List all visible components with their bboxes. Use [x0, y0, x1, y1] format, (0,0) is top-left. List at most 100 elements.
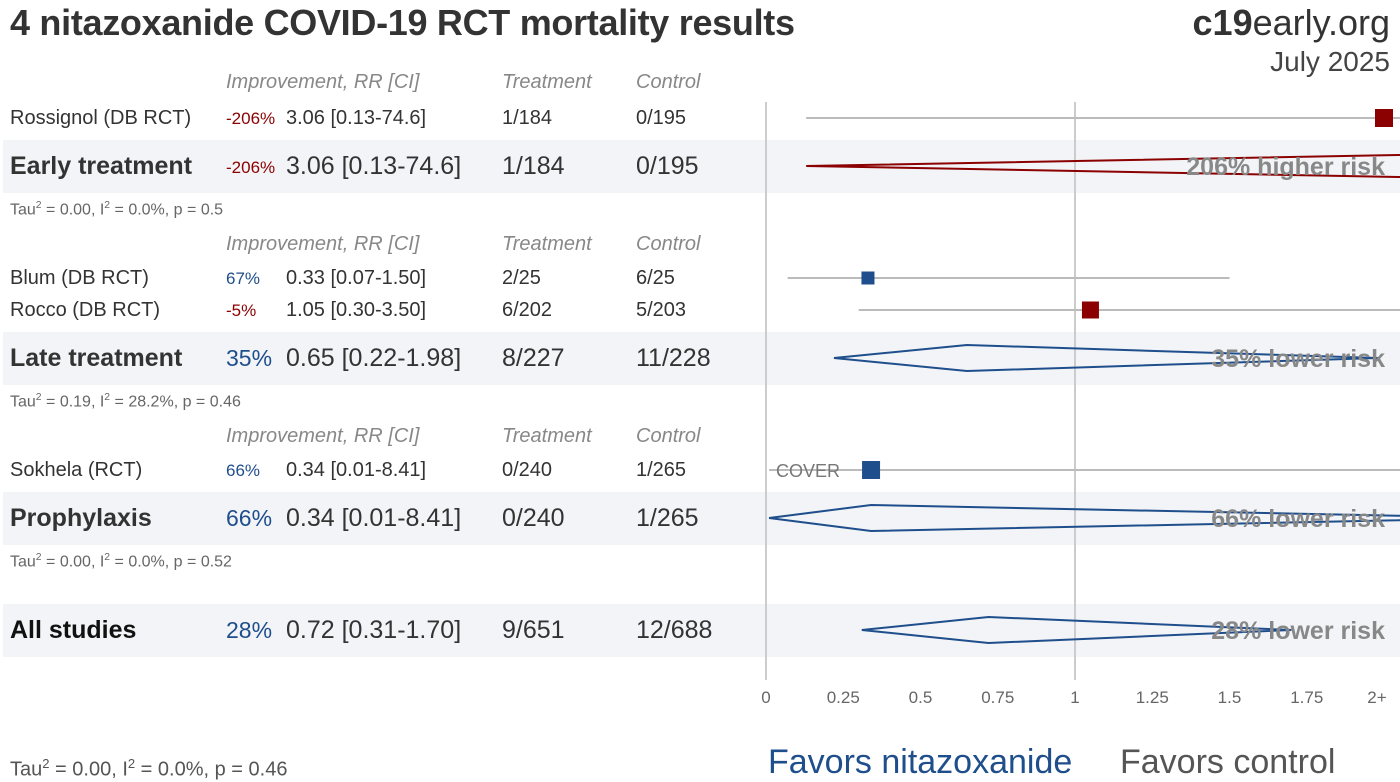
- i2-value: 0.0%: [157, 758, 204, 781]
- study-name: Rossignol (DB RCT): [10, 107, 192, 129]
- heterogeneity-stats: Tau2 = 0.00, I2 = 0.0%, p = 0.52: [10, 552, 232, 571]
- study-name: Sokhela (RCT): [10, 459, 143, 481]
- i2-value: 0.0%: [128, 553, 165, 571]
- axis-tick-label: 1: [1070, 688, 1079, 707]
- p-value: 0.46: [209, 393, 241, 411]
- summary-diamond: [806, 153, 1400, 179]
- summary-improvement: -206%: [226, 158, 276, 177]
- summary-name: Early treatment: [10, 152, 193, 180]
- summary-band-prophylaxis: [3, 492, 1400, 545]
- axis-tick-label: 0.25: [827, 688, 860, 707]
- overall-name: All studies: [10, 616, 137, 644]
- tau2-value: 0.00: [59, 553, 91, 571]
- i2-value: 28.2%: [128, 393, 174, 411]
- overall-rr: 0.72 [0.31-1.70]: [286, 616, 462, 644]
- axis-tick-label: 1.5: [1218, 688, 1242, 707]
- axis: 0 0.25 0.5 0.75 1 1.25 1.5 1.75 2+: [761, 102, 1387, 707]
- col-header-improvement: Improvement, RR [CI]: [226, 425, 420, 447]
- heterogeneity-stats: Tau2 = 0.00, I2 = 0.0%, p = 0.5: [10, 200, 224, 219]
- summary-band-all: [3, 604, 1400, 657]
- study-treatment: 1/184: [502, 107, 553, 129]
- risk-label: 66% lower risk: [1211, 505, 1385, 533]
- overall-treatment: 9/651: [502, 616, 565, 644]
- summary-improvement: 66%: [226, 505, 273, 531]
- study-treatment: 2/25: [502, 267, 541, 289]
- effect-square: [861, 271, 875, 285]
- study-control: 6/25: [636, 267, 675, 289]
- tau2-value: 0.19: [59, 393, 91, 411]
- study-name: Blum (DB RCT): [10, 267, 149, 289]
- axis-tick-label: 1.75: [1290, 688, 1323, 707]
- summary-rr: 3.06 [0.13-74.6]: [286, 152, 462, 180]
- favors-treatment-label: Favors nitazoxanide: [768, 743, 1073, 781]
- axis-tick-label: 2+: [1367, 688, 1386, 707]
- summary-control: 0/195: [636, 152, 699, 180]
- plot-marks: [768, 109, 1400, 645]
- axis-tick-label: 1.25: [1136, 688, 1169, 707]
- col-header-control: Control: [636, 71, 701, 93]
- summary-name: Late treatment: [10, 344, 183, 372]
- col-header-improvement: Improvement, RR [CI]: [226, 71, 420, 93]
- risk-label: 35% lower risk: [1211, 345, 1385, 373]
- heterogeneity-stats: Tau2 = 0.19, I2 = 28.2%, p = 0.46: [10, 392, 241, 411]
- study-improvement: -206%: [226, 109, 276, 128]
- study-rr: 1.05 [0.30-3.50]: [286, 299, 427, 321]
- summary-diamond: [833, 343, 1378, 373]
- col-header-improvement: Improvement, RR [CI]: [226, 233, 420, 255]
- plot-labels: COVER 206% higher risk 35% lower risk 66% l…: [776, 153, 1385, 645]
- summary-diamond: [768, 503, 1400, 533]
- date-label: July 2025: [1270, 46, 1390, 77]
- tau2-value: 0.00: [72, 758, 112, 781]
- axis-tick-label: 0.5: [909, 688, 933, 707]
- col-header-control: Control: [636, 233, 701, 255]
- tau2-value: 0.00: [59, 201, 91, 219]
- study-improvement: 66%: [226, 461, 261, 480]
- effect-square: [1375, 109, 1393, 127]
- brand-rest: early.org: [1252, 2, 1390, 43]
- brand-bold: c19: [1192, 2, 1253, 43]
- p-value: 0.52: [200, 553, 232, 571]
- summary-diamond: [861, 615, 1292, 645]
- p-value: 0.46: [248, 758, 288, 781]
- summary-treatment: 8/227: [502, 344, 565, 372]
- favors-control-label: Favors control: [1120, 743, 1336, 781]
- axis-tick-label: 0: [761, 688, 770, 707]
- risk-label: 206% higher risk: [1186, 153, 1385, 181]
- study-name: Rocco (DB RCT): [10, 299, 161, 321]
- summary-treatment: 1/184: [502, 152, 565, 180]
- study-rr: 3.06 [0.13-74.6]: [286, 107, 427, 129]
- summary-control: 1/265: [636, 504, 699, 532]
- study-treatment: 0/240: [502, 459, 553, 481]
- brand-logo[interactable]: c19early.org: [1193, 2, 1390, 44]
- study-improvement: 67%: [226, 269, 261, 288]
- study-note-label: COVER: [776, 461, 840, 481]
- study-treatment: 6/202: [502, 299, 553, 321]
- summary-rr: 0.65 [0.22-1.98]: [286, 344, 462, 372]
- study-improvement: -5%: [226, 301, 257, 320]
- col-header-control: Control: [636, 425, 701, 447]
- summary-band-late: [3, 332, 1400, 385]
- i2-value: 0.0%: [128, 201, 165, 219]
- summary-rr: 0.34 [0.01-8.41]: [286, 504, 462, 532]
- overall-heterogeneity-stats: Tau2 = 0.00, I2 = 0.0%, p = 0.46: [10, 756, 288, 781]
- col-header-treatment: Treatment: [502, 71, 592, 93]
- risk-label: 28% lower risk: [1211, 617, 1385, 645]
- col-header-treatment: Treatment: [502, 425, 592, 447]
- col-header-treatment: Treatment: [502, 233, 592, 255]
- summary-band-early: [3, 140, 1400, 193]
- study-control: 0/195: [636, 107, 687, 129]
- overall-improvement: 28%: [226, 617, 273, 643]
- effect-square: [862, 461, 881, 479]
- summary-improvement: 35%: [226, 345, 273, 371]
- chart-title: 4 nitazoxanide COVID-19 RCT mortality re…: [10, 2, 795, 43]
- summary-name: Prophylaxis: [10, 504, 152, 532]
- effect-square: [1081, 301, 1099, 319]
- axis-tick-label: 0.75: [981, 688, 1014, 707]
- study-control: 1/265: [636, 459, 687, 481]
- study-rr: 0.34 [0.01-8.41]: [286, 459, 427, 481]
- summary-control: 11/228: [636, 344, 711, 372]
- p-value: 0.5: [200, 201, 224, 219]
- overall-control: 12/688: [636, 616, 713, 644]
- summary-treatment: 0/240: [502, 504, 565, 532]
